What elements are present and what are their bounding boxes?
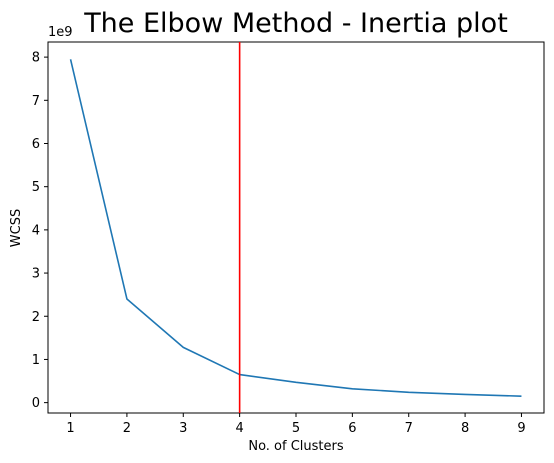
x-tick-label: 5 bbox=[292, 421, 300, 436]
y-tick-label: 0 bbox=[32, 396, 40, 411]
y-tick-label: 3 bbox=[32, 267, 40, 282]
x-tick-label: 9 bbox=[517, 421, 525, 436]
x-tick-label: 8 bbox=[461, 421, 469, 436]
y-tick-label: 4 bbox=[32, 223, 40, 238]
y-tick-label: 1 bbox=[32, 353, 40, 368]
y-tick-label: 2 bbox=[32, 310, 40, 325]
x-tick-label: 3 bbox=[179, 421, 187, 436]
y-tick-label: 8 bbox=[32, 51, 40, 66]
x-axis-label: No. of Clusters bbox=[248, 439, 344, 454]
x-tick-label: 1 bbox=[66, 421, 74, 436]
wcss-line bbox=[71, 59, 522, 396]
chart-title: The Elbow Method - Inertia plot bbox=[83, 8, 508, 39]
y-tick-label: 7 bbox=[32, 94, 40, 109]
y-axis-label: WCSS bbox=[9, 209, 24, 247]
x-axis: 1 2 3 4 5 6 7 8 9 bbox=[66, 413, 525, 436]
x-tick-label: 2 bbox=[123, 421, 131, 436]
y-tick-label: 6 bbox=[32, 137, 40, 152]
series-layer bbox=[71, 42, 522, 413]
y-offset-label: 1e9 bbox=[48, 25, 73, 40]
x-tick-label: 7 bbox=[405, 421, 413, 436]
y-tick-label: 5 bbox=[32, 180, 40, 195]
plot-frame bbox=[48, 42, 544, 413]
x-tick-label: 4 bbox=[235, 421, 243, 436]
y-axis: 0 1 2 3 4 5 6 7 8 bbox=[32, 51, 48, 412]
x-tick-label: 6 bbox=[348, 421, 356, 436]
